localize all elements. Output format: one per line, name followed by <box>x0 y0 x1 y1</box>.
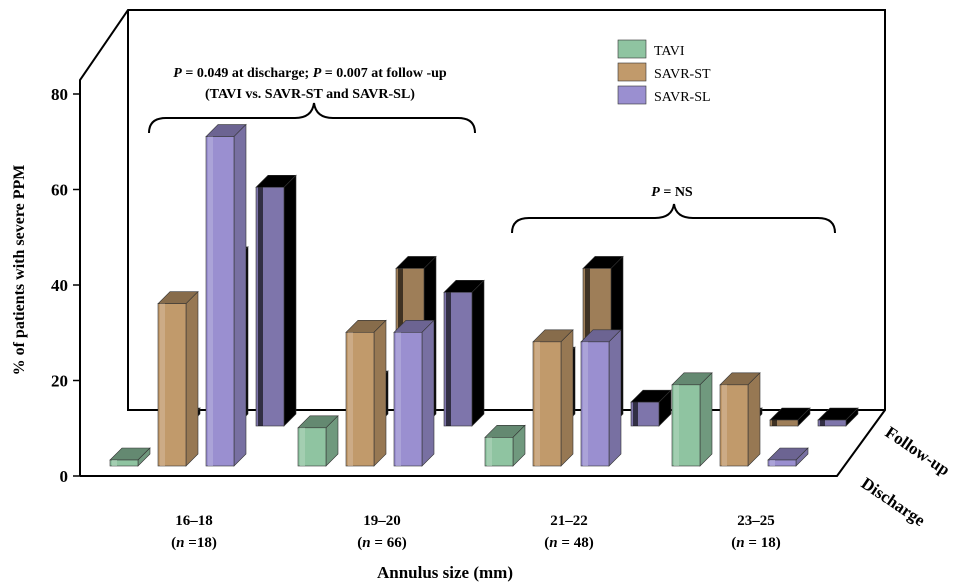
x-tick-label: 21–22 <box>550 513 588 529</box>
annotation-line2: (TAVI vs. SAVR-ST and SAVR-SL) <box>205 87 415 102</box>
legend: TAVI SAVR-ST SAVR-SL <box>617 39 711 105</box>
y-tick-label: 20 <box>51 372 68 391</box>
legend-swatch <box>617 85 647 105</box>
bar-discharge-savr-sl-1 <box>393 319 435 467</box>
x-tick-label: 23–25 <box>737 513 775 529</box>
bar-followup-savr-sl-1 <box>443 279 485 427</box>
x-tick-n-label: (n = 66) <box>357 535 406 551</box>
bar-discharge-tavi-2 <box>484 424 526 467</box>
bar-followup-savr-st-3 <box>769 407 811 427</box>
bar-followup-savr-sl-2 <box>630 389 672 427</box>
y-axis: 0 20 40 60 80 <box>51 85 80 486</box>
bar-discharge-tavi-3 <box>671 372 713 467</box>
bars <box>109 123 859 467</box>
x-tick-label: 19–20 <box>363 513 401 529</box>
legend-label: SAVR-SL <box>654 90 711 105</box>
y-tick-label: 60 <box>51 181 68 200</box>
legend-label: TAVI <box>654 44 685 59</box>
legend-label: SAVR-ST <box>654 67 711 82</box>
bar-followup-savr-sl-0 <box>255 174 297 427</box>
annotations: P = 0.049 at discharge; P = 0.007 at fol… <box>148 66 836 234</box>
x-tick-n-label: (n = 48) <box>544 535 593 551</box>
bar-discharge-tavi-1 <box>297 415 339 467</box>
annotation-line1: P = 0.049 at discharge; P = 0.007 at fol… <box>173 66 447 81</box>
x-tick-label: 16–18 <box>175 513 213 529</box>
y-tick-label: 40 <box>51 276 68 295</box>
x-tick-n-label: (n =18) <box>171 535 217 551</box>
bar-discharge-savr-st-0 <box>157 290 199 467</box>
depth-label-discharge: Discharge <box>858 474 929 531</box>
x-tick-n-label: (n = 18) <box>731 535 780 551</box>
legend-swatch <box>617 62 647 82</box>
bar-discharge-tavi-0 <box>109 447 151 467</box>
bar-discharge-savr-st-2 <box>532 329 574 467</box>
bar-followup-savr-sl-3 <box>817 407 859 427</box>
y-tick-label: 0 <box>60 467 69 486</box>
x-axis-title: Annulus size (mm) <box>377 563 513 582</box>
y-tick-label: 80 <box>51 85 68 104</box>
bar-discharge-savr-sl-0 <box>205 123 247 467</box>
bar-discharge-savr-st-3 <box>719 372 761 467</box>
x-axis-labels: 16–18 (n =18) 19–20 (n = 66) 21–22 (n = 48) 23… <box>171 513 781 551</box>
bar-discharge-savr-sl-3 <box>767 447 809 467</box>
bar-discharge-savr-sl-2 <box>580 329 622 467</box>
legend-swatch <box>617 39 647 59</box>
brace-left <box>148 102 476 134</box>
annotation-ns: P = NS <box>651 185 693 200</box>
bar-discharge-savr-st-1 <box>345 319 387 467</box>
depth-label-follow-up: Follow-up <box>882 423 954 480</box>
brace-right <box>511 203 836 234</box>
y-axis-title: % of patients with severe PPM <box>11 165 28 376</box>
